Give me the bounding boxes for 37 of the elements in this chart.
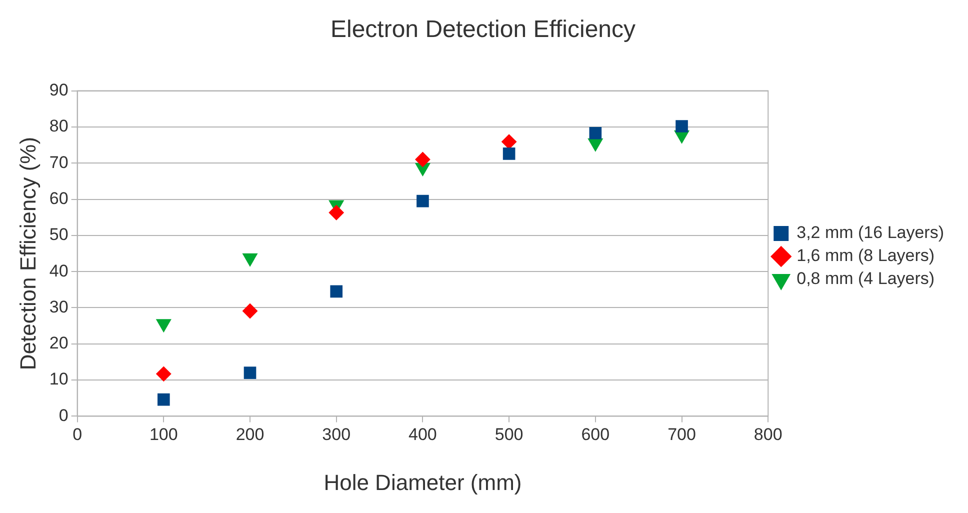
x-tick-label: 300 bbox=[322, 425, 351, 444]
legend-label: 1,6 mm (8 Layers) bbox=[796, 246, 935, 266]
x-tick-label: 200 bbox=[236, 425, 264, 444]
x-tick-label: 700 bbox=[668, 425, 696, 444]
y-tick-label: 20 bbox=[49, 334, 68, 353]
x-tick-label: 800 bbox=[754, 425, 782, 444]
point bbox=[676, 120, 688, 132]
x-tick-label: 100 bbox=[149, 425, 178, 444]
point bbox=[502, 148, 516, 160]
y-tick-label: 60 bbox=[49, 188, 68, 208]
x-tick-label: 0 bbox=[72, 425, 82, 444]
legend-label: 0,8 mm (4 Layers) bbox=[796, 269, 935, 288]
y-tick-label: 90 bbox=[49, 80, 68, 100]
y-tick-label: 0 bbox=[58, 406, 68, 425]
y-tick-label: 40 bbox=[49, 261, 68, 280]
point bbox=[158, 393, 170, 406]
point bbox=[589, 126, 602, 140]
y-tick-label: 50 bbox=[49, 225, 68, 244]
x-tick-label: 500 bbox=[494, 425, 524, 444]
point bbox=[242, 303, 258, 318]
point bbox=[416, 194, 429, 208]
legend-label: 3,2 mm (16 Layers) bbox=[796, 223, 944, 242]
point bbox=[502, 134, 517, 150]
point bbox=[330, 285, 343, 298]
y-axis-title: Detection Efficiency (%) bbox=[15, 136, 40, 370]
y-tick-label: 80 bbox=[49, 116, 68, 136]
x-tick-label: 600 bbox=[581, 425, 610, 444]
x-tick-label: 400 bbox=[408, 425, 437, 444]
point bbox=[244, 366, 256, 379]
point bbox=[156, 366, 172, 382]
point bbox=[415, 152, 430, 167]
point bbox=[328, 205, 344, 220]
y-tick-label: 70 bbox=[49, 152, 68, 172]
x-axis-title: Hole Diameter (mm) bbox=[324, 470, 522, 495]
y-tick-label: 30 bbox=[49, 297, 68, 316]
chart-title: Electron Detection Efficiency bbox=[330, 16, 636, 44]
y-tick-label: 10 bbox=[49, 370, 68, 389]
